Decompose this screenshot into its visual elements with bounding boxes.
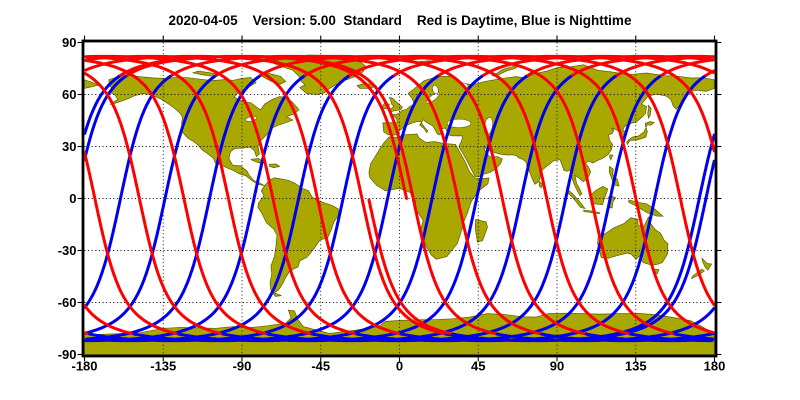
x-tick-label: 135: [625, 359, 647, 374]
x-tick-label: -180: [71, 359, 97, 374]
y-tick-label: 60: [62, 87, 76, 102]
y-tick-label: 90: [62, 35, 76, 50]
y-tick-label: -30: [58, 243, 77, 258]
x-tick-label: -135: [150, 359, 176, 374]
x-tick-label: 45: [471, 359, 485, 374]
plot-title: 2020-04-05 Version: 5.00 Standard Red is…: [168, 13, 632, 28]
x-tick-label: 90: [550, 359, 564, 374]
x-tick-label: -45: [311, 359, 330, 374]
x-tick-label: 180: [704, 359, 726, 374]
nighttime-ground-track: [84, 74, 715, 343]
y-tick-label: 0: [69, 191, 76, 206]
daytime-ground-track: [84, 54, 715, 335]
x-tick-label: -90: [233, 359, 252, 374]
x-tick-label: 0: [396, 359, 403, 374]
inland-sea: [432, 84, 439, 95]
axis-ticks: [77, 35, 722, 362]
axis-labels: -180 -135 -90 -45 0 45 90 135 180 90 60 30 0 -30 -60 -9…: [58, 35, 726, 374]
y-tick-label: 30: [62, 139, 76, 154]
y-tick-label: -90: [58, 347, 77, 362]
y-tick-label: -60: [58, 295, 77, 310]
plot-frame: [81, 39, 718, 358]
